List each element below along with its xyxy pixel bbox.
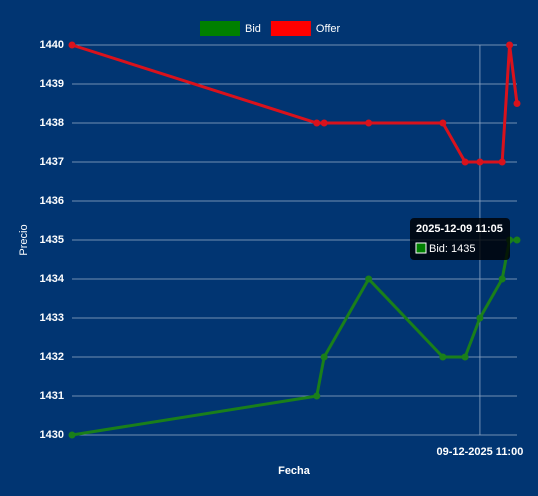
data-point [461, 353, 469, 361]
y-axis-label: Precio [18, 224, 30, 255]
data-point [365, 275, 373, 283]
y-tick-label: 1436 [40, 195, 64, 207]
tooltip: 2025-12-09 11:05 Bid: 1435 [410, 218, 510, 260]
x-tick-label: 09-12-2025 11:00 [436, 446, 523, 458]
y-tick-label: 1431 [40, 390, 64, 402]
y-tick-label: 1439 [40, 78, 64, 90]
tooltip-box [410, 218, 510, 260]
x-axis-label: Fecha [278, 465, 311, 477]
legend-swatch [270, 21, 311, 36]
data-point [313, 392, 321, 400]
tooltip-label: Bid: 1435 [429, 243, 475, 255]
legend-label: Bid [245, 23, 261, 35]
data-point [476, 158, 484, 166]
data-point [498, 275, 506, 283]
tooltip-title: 2025-12-09 11:05 [416, 223, 503, 235]
data-point [439, 119, 447, 127]
data-point [513, 100, 521, 107]
data-point [365, 119, 373, 127]
data-point [439, 353, 447, 361]
y-tick-label: 1432 [40, 351, 64, 363]
data-point [513, 236, 521, 244]
y-tick-label: 1434 [40, 273, 65, 285]
y-tick-label: 1440 [40, 39, 64, 51]
data-point [320, 353, 328, 361]
data-point [498, 158, 506, 166]
data-point [506, 41, 514, 49]
series-line [71, 43, 519, 164]
data-point [476, 314, 484, 322]
y-tick-label: 1430 [40, 429, 64, 441]
legend-label: Offer [316, 23, 341, 35]
data-point [68, 431, 76, 439]
data-point [461, 158, 469, 166]
y-tick-label: 1435 [40, 234, 64, 246]
y-tick-label: 1437 [40, 156, 64, 168]
legend-swatch [200, 21, 240, 36]
data-point [313, 119, 321, 127]
y-tick-label: 1433 [40, 312, 64, 324]
data-point [320, 119, 328, 127]
tooltip-swatch [415, 242, 427, 254]
y-tick-label: 1438 [40, 117, 64, 129]
data-point [68, 41, 76, 49]
